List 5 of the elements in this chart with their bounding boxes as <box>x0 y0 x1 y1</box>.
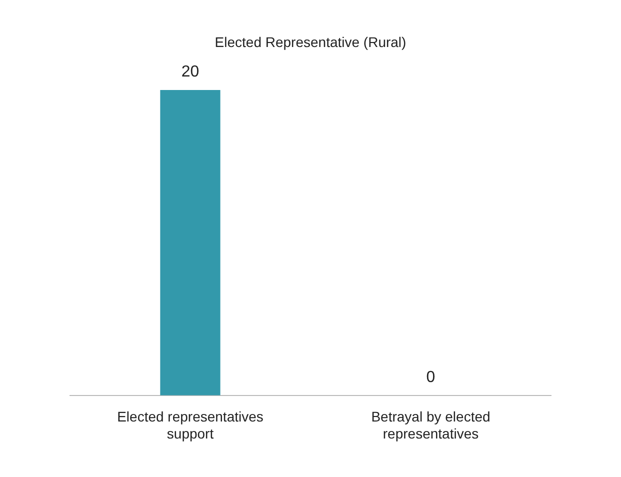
x-tick-label: Betrayal by elected representatives <box>371 408 490 442</box>
data-label: 20 <box>181 63 200 80</box>
chart-title: Elected Representative (Rural) <box>214 34 408 50</box>
data-label: 0 <box>426 368 436 386</box>
x-tick-label: Elected representatives support <box>117 408 264 442</box>
